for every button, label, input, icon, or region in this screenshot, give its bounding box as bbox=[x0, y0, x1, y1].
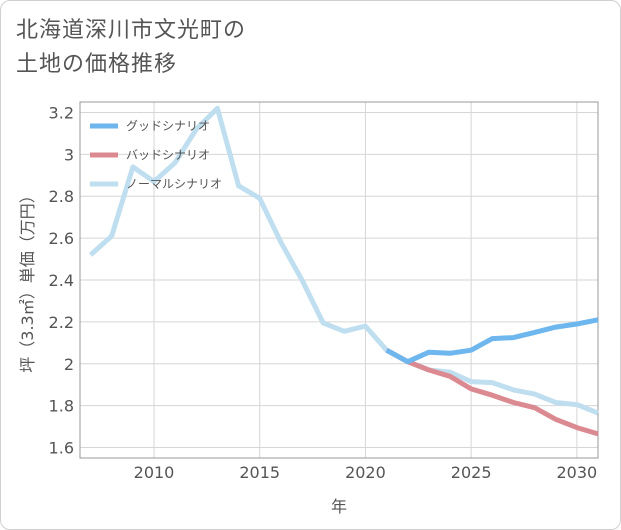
x-tick-label: 2015 bbox=[239, 463, 280, 482]
legend-label-normal: ノーマルシナリオ bbox=[126, 177, 222, 191]
x-tick-label: 2010 bbox=[134, 463, 175, 482]
y-tick-label: 3.2 bbox=[49, 103, 74, 122]
series-lines bbox=[88, 105, 599, 437]
x-axis-ticks: 2010 2015 2020 2025 2030 bbox=[134, 463, 598, 482]
chart-title-line1: 北海道深川市文光町の bbox=[16, 18, 247, 43]
series-line-good bbox=[385, 317, 599, 365]
y-tick-label: 2.2 bbox=[49, 313, 74, 332]
grid-lines bbox=[80, 102, 598, 458]
y-tick-label: 2.6 bbox=[49, 229, 74, 248]
y-tick-label: 2.8 bbox=[49, 187, 74, 206]
x-tick-label: 2030 bbox=[556, 463, 597, 482]
chart-title-line2: 土地の価格推移 bbox=[16, 52, 178, 77]
y-tick-label: 2 bbox=[64, 355, 74, 374]
series-line-bad bbox=[385, 348, 599, 437]
chart-title: 北海道深川市文光町の 土地の価格推移 bbox=[16, 14, 416, 82]
x-tick-label: 2020 bbox=[345, 463, 386, 482]
x-axis-title: 年 bbox=[331, 497, 347, 516]
y-tick-label: 1.8 bbox=[49, 397, 74, 416]
y-tick-label: 2.4 bbox=[49, 271, 74, 290]
series-line-normal bbox=[88, 105, 599, 416]
y-axis-ticks: 1.6 1.8 2 2.2 2.4 2.6 2.8 3 3.2 bbox=[49, 103, 74, 457]
y-axis-title: 坪（3.3㎡）単価（万円） bbox=[18, 187, 37, 372]
plot-frame bbox=[79, 101, 599, 459]
legend-label-bad: バッドシナリオ bbox=[126, 148, 210, 162]
y-tick-label: 1.6 bbox=[49, 439, 74, 458]
x-tick-label: 2025 bbox=[451, 463, 492, 482]
legend-label-good: グッドシナリオ bbox=[126, 119, 210, 133]
y-tick-label: 3 bbox=[64, 145, 74, 164]
